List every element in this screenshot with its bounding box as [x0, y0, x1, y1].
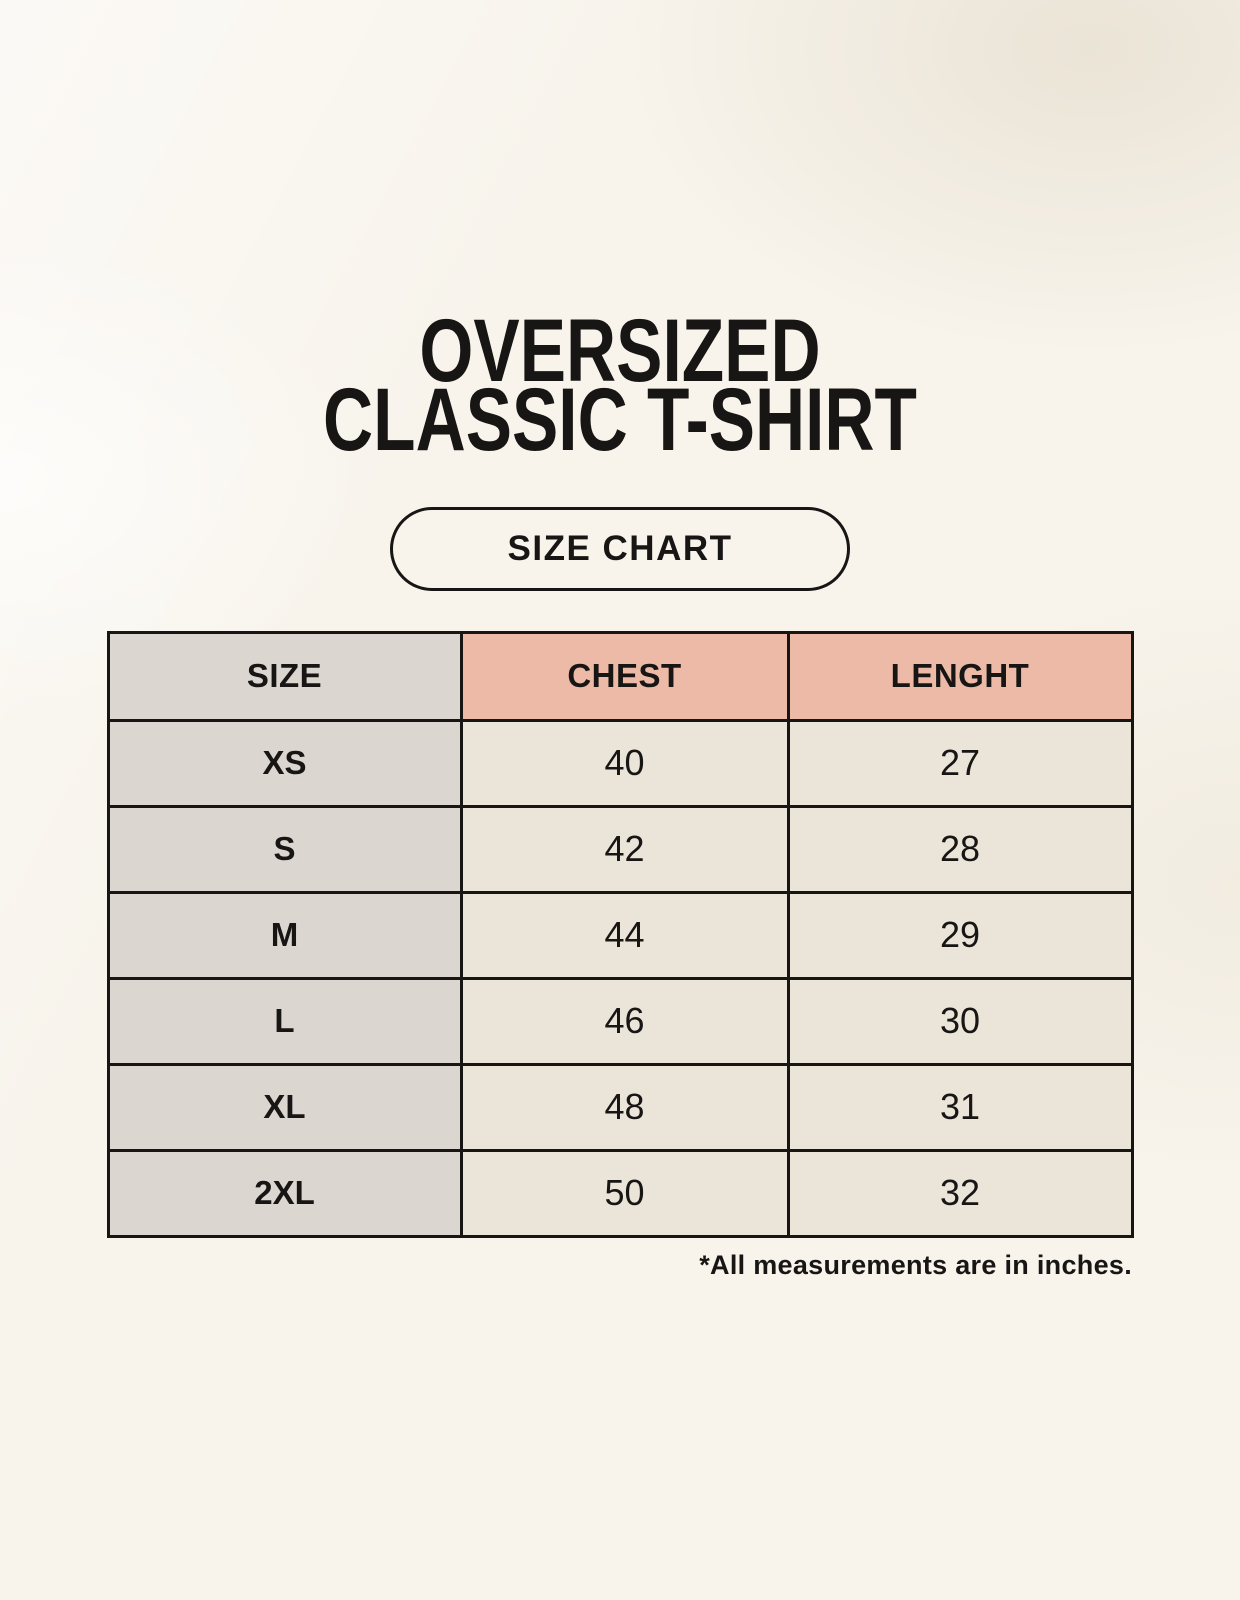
page-title-line-1: OVERSIZED [419, 300, 821, 400]
table-row: XL 48 31 [106, 1062, 1134, 1152]
table-header-row: SIZE CHEST LENGHT [106, 630, 1134, 722]
lenght-value-cell: 31 [786, 1062, 1134, 1152]
size-label-cell: 2XL [106, 1148, 463, 1238]
table-row: S 42 28 [106, 804, 1134, 894]
column-header-size: SIZE [106, 630, 463, 722]
lenght-value-cell: 27 [786, 718, 1134, 808]
column-header-lenght: LENGHT [786, 630, 1134, 722]
size-label-cell: XL [106, 1062, 463, 1152]
table-row: 2XL 50 32 [106, 1148, 1134, 1238]
chest-value-cell: 48 [459, 1062, 790, 1152]
chest-value-cell: 50 [459, 1148, 790, 1238]
table-row: L 46 30 [106, 976, 1134, 1066]
page-title-line-2: CLASSIC T-SHIRT [323, 369, 917, 470]
chest-value-cell: 40 [459, 718, 790, 808]
size-chart-badge: SIZE CHART [390, 506, 850, 591]
lenght-value-cell: 30 [786, 976, 1134, 1066]
size-label-cell: M [106, 890, 463, 980]
table-row: M 44 29 [106, 890, 1134, 980]
table-row: XS 40 27 [106, 718, 1134, 808]
chest-value-cell: 44 [459, 890, 790, 980]
lenght-value-cell: 29 [786, 890, 1134, 980]
lenght-value-cell: 32 [786, 1148, 1134, 1238]
size-label-cell: L [106, 976, 463, 1066]
size-label-cell: S [106, 804, 463, 894]
chest-value-cell: 42 [459, 804, 790, 894]
lenght-value-cell: 28 [786, 804, 1134, 894]
badge-row: SIZE CHART [0, 455, 1240, 591]
measurements-note: *All measurements are in inches. [699, 1249, 1132, 1280]
size-table: SIZE CHEST LENGHT XS 40 27 S 42 28 M 44 … [106, 630, 1134, 1238]
size-chart-badge-label: SIZE CHART [507, 528, 733, 568]
size-label-cell: XS [106, 718, 463, 808]
page-title: OVERSIZED CLASSIC T-SHIRT [136, 300, 1103, 470]
column-header-chest: CHEST [459, 630, 790, 722]
chest-value-cell: 46 [459, 976, 790, 1066]
